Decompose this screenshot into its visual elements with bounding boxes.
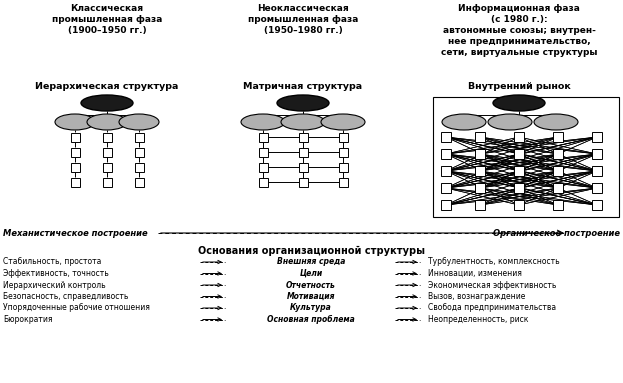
Bar (553, 166, 563, 176)
Text: Органическое построение: Органическое построение (493, 229, 620, 237)
Bar (592, 200, 602, 210)
Text: Внешняя среда: Внешняя среда (277, 257, 345, 267)
Text: Основания организационной структуры: Основания организационной структуры (197, 246, 424, 256)
Text: Внутренний рынок: Внутренний рынок (468, 82, 571, 91)
Bar (298, 162, 308, 172)
Ellipse shape (81, 95, 133, 111)
Bar (553, 183, 563, 193)
Text: Отчетность: Отчетность (286, 280, 336, 290)
Bar (135, 147, 143, 157)
Bar (259, 177, 267, 187)
Bar (338, 147, 348, 157)
Text: Иерархический контроль: Иерархический контроль (3, 280, 106, 290)
Bar (70, 177, 80, 187)
Text: Цели: Цели (300, 269, 323, 278)
Text: Бюрократия: Бюрократия (3, 315, 52, 324)
Bar (441, 200, 451, 210)
Bar (592, 149, 602, 159)
Bar (70, 162, 80, 172)
Text: Упорядоченные рабочие отношения: Упорядоченные рабочие отношения (3, 303, 150, 313)
Bar (338, 177, 348, 187)
Bar (514, 183, 524, 193)
Bar (592, 183, 602, 193)
Bar (441, 166, 451, 176)
Text: Эффективность, точность: Эффективность, точность (3, 269, 109, 278)
Ellipse shape (493, 95, 545, 111)
Bar (135, 133, 143, 141)
Ellipse shape (87, 114, 127, 130)
Ellipse shape (119, 114, 159, 130)
Bar (441, 132, 451, 142)
Bar (433, 97, 619, 217)
Bar (103, 177, 112, 187)
Bar (475, 183, 485, 193)
Text: Культура: Культура (290, 303, 332, 313)
Bar (592, 166, 602, 176)
Bar (441, 149, 451, 159)
Bar (514, 166, 524, 176)
Text: Стабильность, простота: Стабильность, простота (3, 257, 102, 267)
Ellipse shape (241, 114, 285, 130)
Bar (441, 183, 451, 193)
Bar (475, 132, 485, 142)
Ellipse shape (534, 114, 578, 130)
Bar (70, 133, 80, 141)
Text: Матричная структура: Матричная структура (244, 82, 363, 91)
Bar (553, 132, 563, 142)
Bar (553, 200, 563, 210)
Ellipse shape (442, 114, 486, 130)
Text: Неопределенность, риск: Неопределенность, риск (428, 315, 528, 324)
Bar (475, 200, 485, 210)
Bar (475, 149, 485, 159)
Bar (338, 133, 348, 141)
Bar (298, 177, 308, 187)
Text: Неоклассическая
промышленная фаза
(1950–1980 гг.): Неоклассическая промышленная фаза (1950–… (248, 4, 358, 35)
Bar (338, 162, 348, 172)
Ellipse shape (321, 114, 365, 130)
Ellipse shape (281, 114, 325, 130)
Ellipse shape (488, 114, 532, 130)
Text: Свобода предпринимательства: Свобода предпринимательства (428, 303, 556, 313)
Bar (298, 133, 308, 141)
Text: Классическая
промышленная фаза
(1900–1950 гг.): Классическая промышленная фаза (1900–195… (52, 4, 162, 35)
Bar (514, 132, 524, 142)
Text: Инновации, изменения: Инновации, изменения (428, 269, 522, 278)
Text: Безопасность, справедливость: Безопасность, справедливость (3, 292, 128, 301)
Ellipse shape (55, 114, 95, 130)
Bar (514, 149, 524, 159)
Ellipse shape (277, 95, 329, 111)
Text: Механистическое построение: Механистическое построение (3, 229, 148, 237)
Text: Иерархическая структура: Иерархическая структура (36, 82, 179, 91)
Text: Основная проблема: Основная проблема (267, 315, 355, 324)
Bar (514, 200, 524, 210)
Bar (135, 177, 143, 187)
Text: Вызов, вознаграждение: Вызов, вознаграждение (428, 292, 525, 301)
Bar (298, 147, 308, 157)
Bar (103, 162, 112, 172)
Text: Мотивация: Мотивация (287, 292, 335, 301)
Bar (259, 147, 267, 157)
Bar (259, 133, 267, 141)
Text: Информационная фаза
(с 1980 г.):
автономные союзы; внутрен-
нее предпринимательс: Информационная фаза (с 1980 г.): автоном… (440, 4, 597, 57)
Bar (103, 133, 112, 141)
Bar (70, 147, 80, 157)
Bar (592, 132, 602, 142)
Text: Турбулентность, комплексность: Турбулентность, комплексность (428, 257, 559, 267)
Bar (103, 147, 112, 157)
Bar (135, 162, 143, 172)
Bar (553, 149, 563, 159)
Bar (475, 166, 485, 176)
Text: Экономическая эффективность: Экономическая эффективность (428, 280, 556, 290)
Bar (259, 162, 267, 172)
